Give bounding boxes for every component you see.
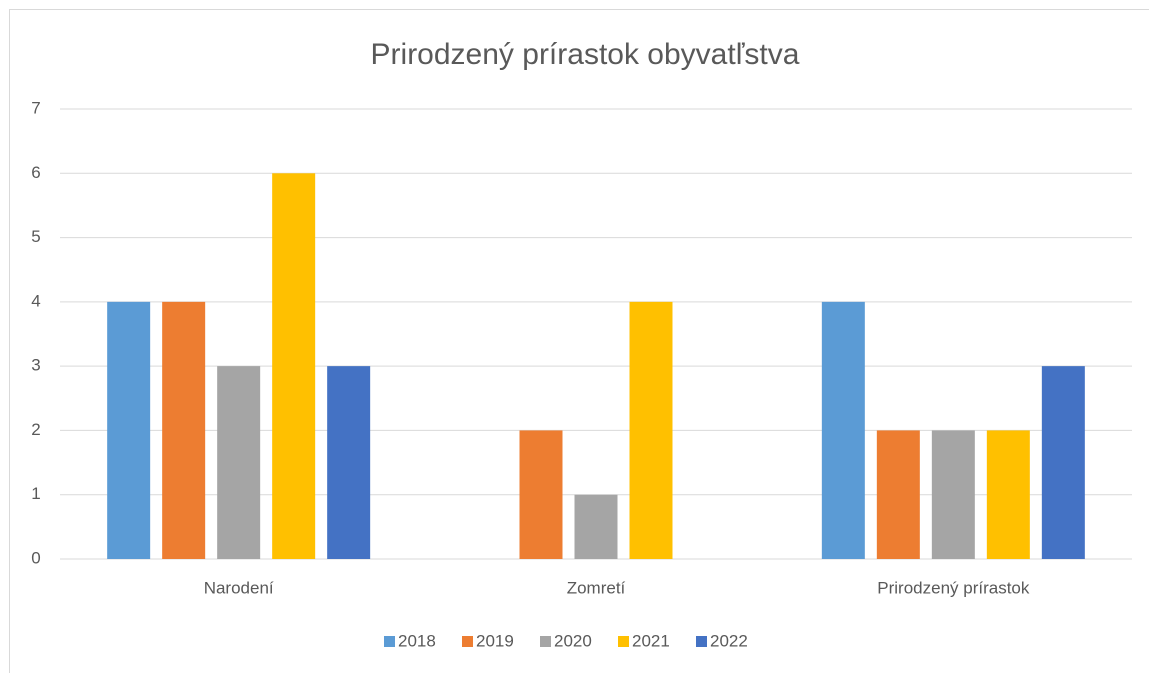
bar	[162, 301, 206, 559]
y-tick-label: 2	[31, 420, 40, 439]
legend-swatch	[696, 636, 707, 647]
legend-label: 2019	[476, 631, 514, 650]
legend-swatch	[462, 636, 473, 647]
x-tick-label: Zomretí	[567, 578, 626, 597]
legend-label: 2020	[554, 631, 592, 650]
chart-title: Prirodzený prírastok obyvatľstva	[371, 38, 800, 71]
bar	[519, 430, 563, 559]
bar	[986, 430, 1030, 559]
bar	[876, 430, 920, 559]
y-tick-label: 1	[31, 484, 40, 503]
bar	[821, 301, 865, 559]
legend-swatch	[540, 636, 551, 647]
bar	[629, 301, 673, 559]
y-tick-label: 0	[31, 548, 40, 567]
legend-label: 2021	[632, 631, 670, 650]
bar	[931, 430, 975, 559]
y-tick-label: 6	[31, 163, 40, 182]
bar	[327, 366, 371, 559]
y-tick-label: 3	[31, 356, 40, 375]
bar	[217, 366, 261, 559]
x-tick-label: Prirodzený prírastok	[877, 578, 1030, 597]
legend-label: 2018	[398, 631, 436, 650]
bar	[107, 301, 151, 559]
legend-swatch	[618, 636, 629, 647]
legend-label: 2022	[710, 631, 748, 650]
y-tick-label: 4	[31, 291, 40, 310]
legend-swatch	[384, 636, 395, 647]
x-tick-label: Narodení	[204, 578, 274, 597]
bar	[1041, 366, 1085, 559]
bar	[574, 494, 618, 559]
bar	[272, 173, 316, 560]
y-tick-label: 7	[31, 98, 40, 117]
y-tick-label: 5	[31, 227, 40, 246]
